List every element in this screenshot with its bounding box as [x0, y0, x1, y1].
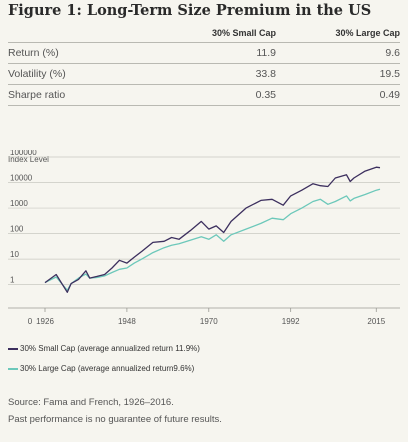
table-header-small-cap: 30% Small Cap: [211, 28, 276, 38]
y-tick-label: 1: [10, 276, 15, 285]
table-header-blank: [8, 24, 188, 43]
small-cap-value: 0.35: [188, 84, 276, 106]
y-tick-label: 10000: [10, 174, 33, 183]
y-axis-label: Index Level: [8, 155, 49, 164]
legend-swatch-large-cap: [8, 367, 18, 370]
small-cap-value: 33.8: [188, 63, 276, 85]
y-tick-label: 100: [10, 225, 24, 234]
x-tick-label: 1970: [200, 317, 218, 326]
y-tick-label: 10: [10, 250, 19, 259]
x-tick-label: 1948: [118, 317, 136, 326]
legend-label-large-cap: 30% Large Cap (average annualized return…: [20, 364, 195, 373]
row-label: Volatility (%): [8, 63, 188, 85]
x-tick-label: 1926: [36, 317, 54, 326]
y-tick-label: 1000: [10, 199, 28, 208]
large-cap-value: 0.49: [276, 84, 400, 106]
legend-swatch-small-cap: [8, 347, 18, 350]
legend-label-small-cap: 30% Small Cap (average annualized return…: [20, 344, 200, 353]
table-header-large-cap: 30% Large Cap: [335, 28, 400, 38]
row-label: Return (%): [8, 42, 188, 64]
table-row-volatility: Volatility (%) 33.8 19.5: [8, 63, 400, 85]
x-tick-label: 1992: [282, 317, 300, 326]
table-header-row: 30% Small Cap 30% Large Cap: [8, 24, 400, 43]
row-label: Sharpe ratio: [8, 84, 188, 106]
index-level-chart: Index Level 1 10 100 1000 10000 100000 0 1926 1…: [8, 150, 400, 326]
series-line-large-cap: [44, 188, 381, 291]
stats-table: 30% Small Cap 30% Large Cap Return (%) 1…: [8, 24, 400, 106]
disclaimer-note: Past performance is no guarantee of futu…: [8, 414, 222, 425]
y-tick-label: 100000: [10, 150, 37, 157]
series-line-small-cap: [44, 166, 381, 293]
legend-item-small-cap: 30% Small Cap (average annualized return…: [8, 344, 200, 353]
x-tick-label: 2015: [367, 317, 385, 326]
large-cap-value: 9.6: [276, 42, 400, 64]
legend-item-large-cap: 30% Large Cap (average annualized return…: [8, 364, 194, 373]
small-cap-value: 11.9: [188, 42, 276, 64]
figure-title: Figure 1: Long-Term Size Premium in the …: [8, 2, 372, 19]
table-row-sharpe: Sharpe ratio 0.35 0.49: [8, 84, 400, 106]
x-tick-label: 0: [28, 317, 33, 326]
large-cap-value: 19.5: [276, 63, 400, 85]
source-note: Source: Fama and French, 1926–2016.: [8, 397, 174, 408]
table-row-return: Return (%) 11.9 9.6: [8, 42, 400, 64]
